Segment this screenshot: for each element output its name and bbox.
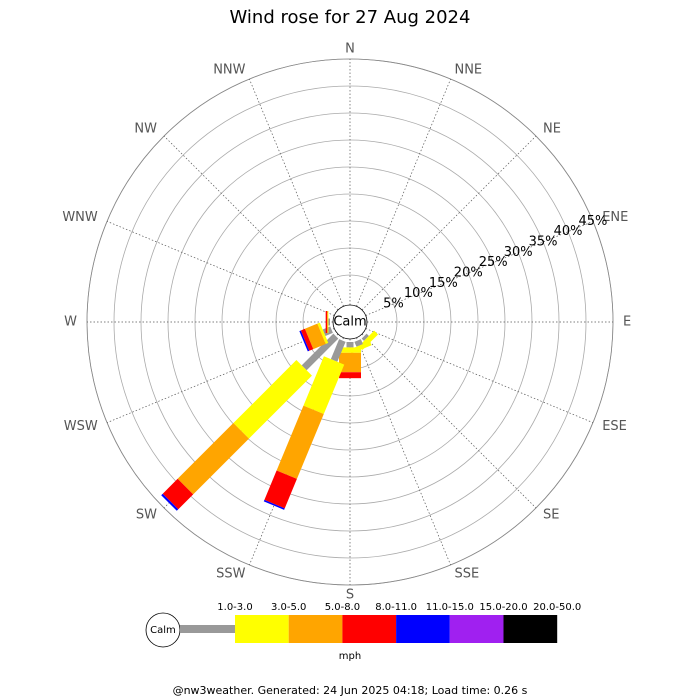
spoke: [106, 221, 335, 316]
direction-label: WSW: [64, 419, 98, 434]
grid-ring: [140, 112, 560, 532]
legend-calm-label: Calm: [150, 625, 176, 636]
r-tick-label: 35%: [529, 235, 558, 250]
direction-label: E: [623, 315, 631, 330]
r-tick-label: 30%: [504, 245, 533, 260]
wind-bar: [354, 339, 363, 347]
wind-bar: [327, 311, 329, 333]
wind-bar: [300, 328, 314, 351]
direction-label: WNW: [62, 210, 98, 225]
wind-bar: [330, 339, 346, 362]
wind-bar: [328, 318, 331, 326]
spoke: [356, 78, 451, 307]
r-tick-label: 15%: [429, 276, 458, 291]
legend-swatch: [288, 615, 343, 643]
legend-label: 20.0-50.0: [533, 602, 581, 613]
r-tick-label: 25%: [479, 255, 508, 270]
r-tick-label: 5%: [383, 297, 404, 312]
r-tick-label: 20%: [454, 266, 483, 281]
legend-label: 8.0-11.0: [375, 602, 417, 613]
wind-bar: [339, 352, 361, 373]
direction-label: SE: [543, 508, 559, 523]
spoke: [163, 135, 339, 311]
footer: @nw3weather. Generated: 24 Jun 2025 04:1…: [173, 684, 528, 697]
direction-label: SSW: [216, 567, 246, 582]
chart-title: Wind rose for 27 Aug 2024: [230, 7, 471, 28]
wind-bar: [233, 360, 312, 439]
wind-bar: [346, 342, 354, 348]
direction-label: ENE: [602, 210, 628, 225]
spoke: [356, 337, 451, 566]
wind-bar: [339, 302, 345, 305]
direction-label: NW: [134, 121, 157, 136]
direction-label: NNW: [213, 62, 245, 77]
direction-label: ESE: [602, 419, 627, 434]
wind-bar: [303, 356, 345, 415]
wind-bar: [367, 326, 370, 332]
wind-bar: [162, 478, 194, 510]
wind-bar: [304, 323, 326, 350]
legend-label: 5.0-8.0: [325, 602, 360, 613]
calm-label: Calm: [333, 315, 366, 330]
legend-swatch: [180, 625, 235, 633]
wind-bar: [263, 499, 285, 510]
wind-bar: [354, 302, 360, 305]
wind-bar: [301, 333, 339, 371]
calm-circle: [332, 304, 368, 340]
grid-ring: [113, 85, 587, 559]
spoke: [365, 328, 594, 423]
direction-label: W: [64, 315, 77, 330]
legend-label: 15.0-20.0: [479, 602, 527, 613]
wind-bar: [317, 322, 329, 344]
wind-bar: [339, 372, 361, 379]
spoke: [106, 328, 335, 423]
direction-label: NNE: [454, 62, 482, 77]
direction-label: S: [346, 588, 354, 603]
unit-label: mph: [339, 651, 361, 662]
wind-bar: [367, 311, 370, 317]
r-tick-label: 45%: [579, 214, 608, 229]
legend-label: 3.0-5.0: [271, 602, 306, 613]
legend-label: 11.0-15.0: [426, 602, 474, 613]
spoke: [249, 78, 344, 307]
spoke: [365, 221, 594, 316]
spoke: [361, 135, 537, 311]
r-tick-label: 10%: [404, 286, 433, 301]
wind-bar: [264, 470, 297, 509]
wind-bar: [161, 493, 179, 511]
r-tick-label: 40%: [554, 224, 583, 239]
wind-bar: [299, 330, 310, 352]
legend-swatch: [342, 615, 397, 643]
legend-label: 1.0-3.0: [217, 602, 252, 613]
legend-swatch: [503, 615, 558, 643]
wind-bar: [325, 311, 328, 333]
wind-bar: [177, 423, 249, 495]
direction-label: NE: [543, 121, 561, 136]
wind-bar: [361, 333, 369, 341]
legend-swatch: [235, 615, 289, 643]
direction-label: SSE: [454, 567, 479, 582]
spoke: [361, 333, 537, 509]
grid-ring: [221, 193, 479, 451]
legend-swatch: [396, 615, 450, 643]
direction-label: N: [345, 42, 355, 57]
wind-bar: [276, 405, 324, 479]
legend-swatch: [449, 615, 504, 643]
direction-label: SW: [136, 508, 157, 523]
wind-bar: [339, 347, 361, 353]
